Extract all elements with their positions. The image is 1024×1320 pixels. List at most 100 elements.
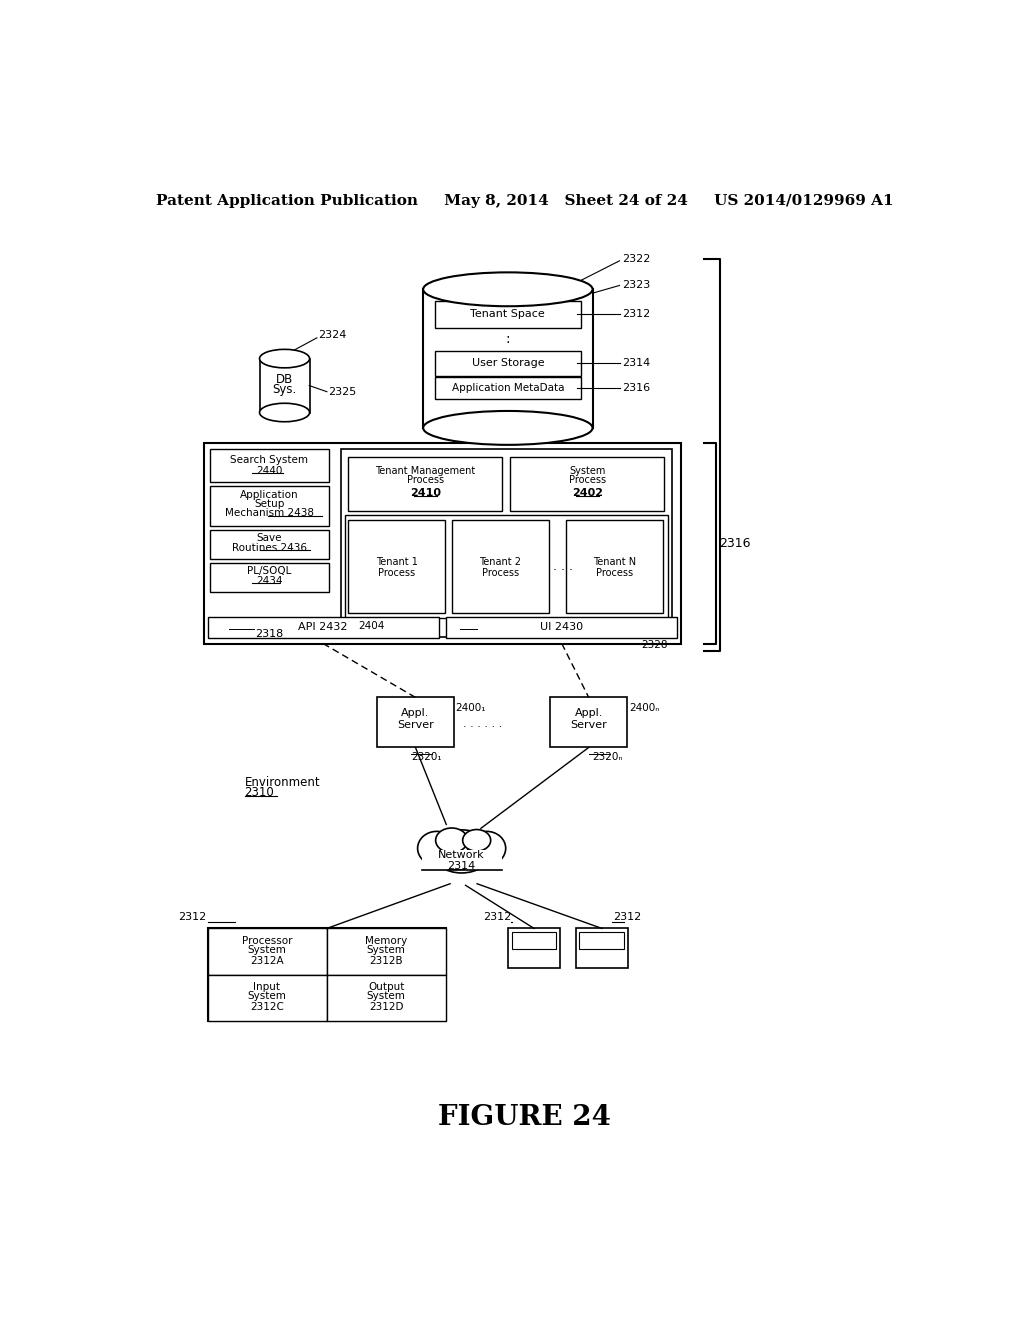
Ellipse shape: [463, 829, 490, 851]
Text: FIGURE 24: FIGURE 24: [438, 1104, 611, 1130]
Text: Application: Application: [240, 490, 298, 500]
Text: Tenant Space: Tenant Space: [470, 309, 545, 319]
Text: 2440: 2440: [256, 466, 283, 477]
Text: Network: Network: [438, 850, 485, 861]
FancyBboxPatch shape: [327, 974, 446, 1020]
Text: . . .: . . .: [553, 560, 573, 573]
Text: Processor: Processor: [242, 936, 292, 945]
Ellipse shape: [259, 350, 309, 368]
FancyBboxPatch shape: [327, 928, 446, 974]
Text: 2316: 2316: [720, 537, 752, 550]
FancyBboxPatch shape: [348, 520, 445, 612]
Text: Application MetaData: Application MetaData: [452, 383, 564, 393]
Text: Output: Output: [368, 982, 404, 991]
FancyBboxPatch shape: [210, 562, 330, 591]
Text: :: :: [506, 333, 510, 346]
FancyBboxPatch shape: [575, 928, 628, 969]
Ellipse shape: [418, 832, 456, 866]
Text: Appl.: Appl.: [401, 708, 430, 718]
Text: Tenant 2: Tenant 2: [479, 557, 521, 566]
FancyBboxPatch shape: [565, 520, 663, 612]
Ellipse shape: [423, 272, 593, 306]
Bar: [422, 850, 502, 870]
FancyBboxPatch shape: [580, 932, 625, 949]
Text: 2312A: 2312A: [250, 956, 284, 966]
Text: API 2432: API 2432: [298, 622, 348, 632]
Text: 2312D: 2312D: [369, 1002, 403, 1012]
FancyBboxPatch shape: [435, 301, 581, 327]
FancyBboxPatch shape: [508, 928, 560, 969]
FancyBboxPatch shape: [550, 697, 628, 747]
FancyBboxPatch shape: [341, 449, 672, 638]
FancyBboxPatch shape: [435, 351, 581, 376]
Text: . . . . . .: . . . . . .: [463, 719, 503, 730]
Text: 2318: 2318: [255, 630, 284, 639]
Text: 2312: 2312: [613, 912, 642, 921]
Text: 2328: 2328: [641, 640, 668, 649]
Text: PL/SOQL: PL/SOQL: [247, 566, 292, 576]
Text: Save: Save: [256, 533, 282, 543]
Text: Environment: Environment: [245, 776, 321, 788]
FancyBboxPatch shape: [208, 974, 327, 1020]
Text: Appl.: Appl.: [574, 708, 603, 718]
Text: 2434: 2434: [256, 576, 283, 586]
Text: 2323: 2323: [622, 280, 650, 290]
FancyBboxPatch shape: [208, 928, 327, 974]
Text: 2320ₙ: 2320ₙ: [593, 751, 623, 762]
FancyBboxPatch shape: [345, 515, 668, 618]
FancyBboxPatch shape: [446, 616, 677, 638]
FancyBboxPatch shape: [210, 486, 330, 525]
Text: Server: Server: [397, 721, 434, 730]
Text: 2324: 2324: [318, 330, 347, 341]
Text: Sys.: Sys.: [272, 383, 297, 396]
Text: 2400₁: 2400₁: [456, 704, 486, 713]
Text: Patent Application Publication     May 8, 2014   Sheet 24 of 24     US 2014/0129: Patent Application Publication May 8, 20…: [156, 194, 894, 207]
FancyBboxPatch shape: [423, 289, 593, 428]
Text: 2312: 2312: [482, 912, 511, 921]
Text: 2314: 2314: [447, 861, 476, 871]
Text: System: System: [367, 991, 406, 1001]
Text: Process: Process: [481, 568, 519, 578]
Text: 2312B: 2312B: [370, 956, 403, 966]
Text: User Storage: User Storage: [471, 358, 544, 368]
FancyBboxPatch shape: [510, 457, 665, 511]
FancyBboxPatch shape: [210, 529, 330, 558]
Text: Server: Server: [570, 721, 607, 730]
Text: Tenant N: Tenant N: [593, 557, 636, 566]
Text: UI 2430: UI 2430: [541, 622, 584, 632]
Text: 2410: 2410: [410, 488, 441, 499]
Text: 2314: 2314: [622, 358, 650, 368]
Text: 2312: 2312: [178, 912, 206, 921]
Text: Process: Process: [379, 568, 416, 578]
FancyBboxPatch shape: [512, 932, 556, 949]
Text: Input: Input: [253, 982, 281, 991]
Ellipse shape: [435, 828, 468, 853]
Text: Process: Process: [596, 568, 633, 578]
Text: Setup: Setup: [254, 499, 285, 510]
FancyBboxPatch shape: [377, 697, 454, 747]
FancyBboxPatch shape: [348, 457, 503, 511]
Text: System: System: [569, 466, 605, 477]
Text: DB: DB: [275, 372, 293, 385]
Ellipse shape: [423, 411, 593, 445]
Text: Tenant 1: Tenant 1: [376, 557, 418, 566]
Text: System: System: [367, 945, 406, 954]
FancyBboxPatch shape: [260, 359, 310, 412]
Text: 2402: 2402: [571, 488, 603, 499]
Text: 2325: 2325: [329, 387, 356, 397]
Text: System: System: [248, 945, 287, 954]
Text: Search System: Search System: [230, 455, 308, 465]
Text: 2312: 2312: [622, 309, 650, 319]
Text: Mechanism 2438: Mechanism 2438: [224, 508, 313, 519]
Text: 2400ₙ: 2400ₙ: [629, 704, 659, 713]
Ellipse shape: [432, 830, 492, 873]
FancyBboxPatch shape: [435, 378, 581, 399]
Text: 2322: 2322: [622, 253, 650, 264]
Text: Process: Process: [407, 475, 444, 486]
Text: Memory: Memory: [366, 936, 408, 945]
Ellipse shape: [468, 832, 506, 866]
Text: 2310: 2310: [245, 787, 274, 800]
Text: 2312C: 2312C: [250, 1002, 284, 1012]
Text: System: System: [248, 991, 287, 1001]
Ellipse shape: [259, 404, 309, 422]
